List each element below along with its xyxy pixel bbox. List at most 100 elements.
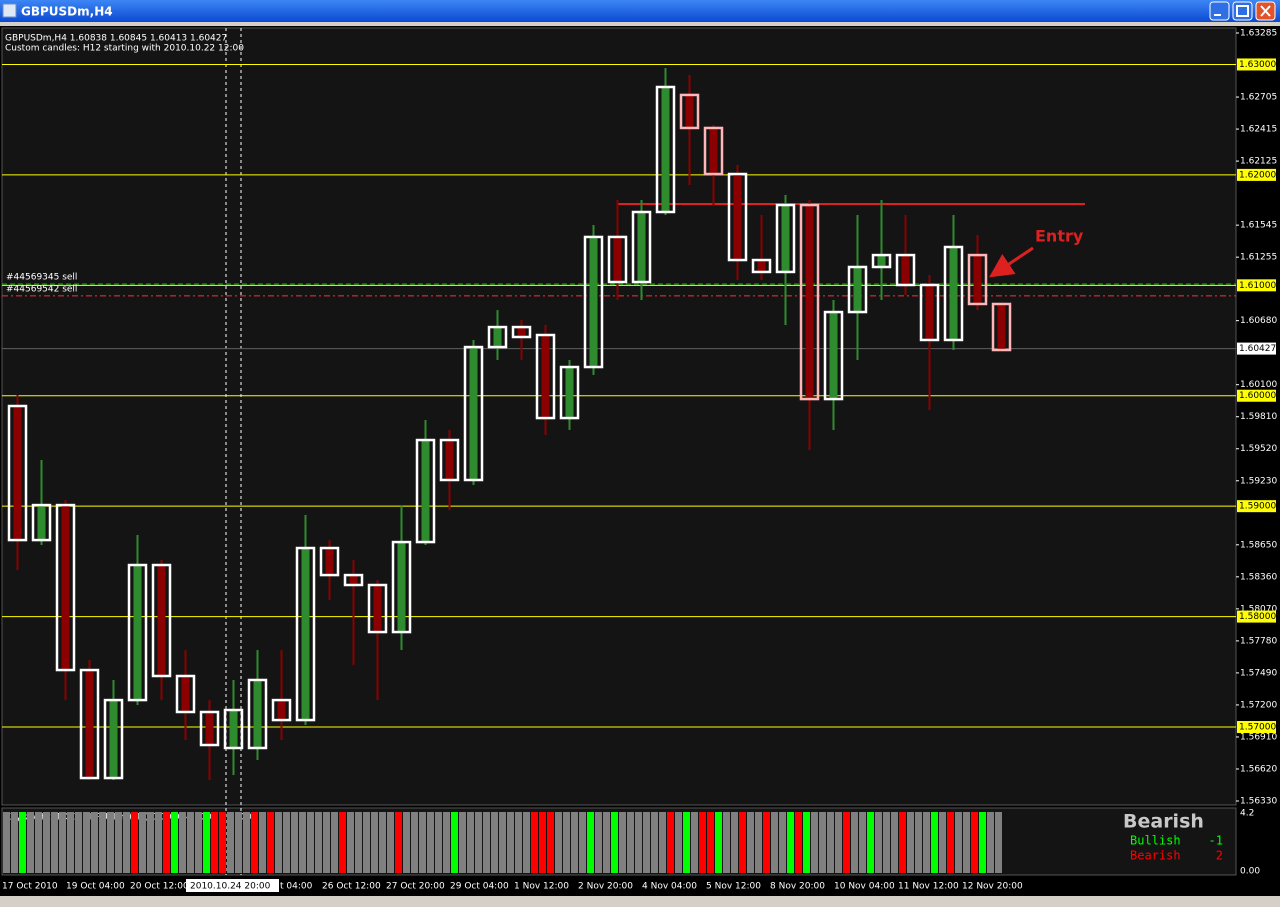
annotation-arrow — [989, 246, 1034, 278]
indicator-bar — [395, 812, 402, 873]
candle-outline — [631, 210, 652, 284]
indicator-bar — [835, 812, 842, 873]
candle-outline — [199, 710, 220, 747]
candle-body — [469, 347, 478, 480]
indicator-bar — [83, 812, 90, 873]
y-tick-label: 1.59520 — [1240, 444, 1277, 454]
candle-outline — [31, 503, 52, 542]
candle-body — [37, 505, 46, 541]
candle-body — [181, 675, 190, 712]
indicator-bar — [755, 812, 762, 873]
candle-outline — [7, 404, 28, 542]
indicator-bar — [923, 812, 930, 873]
indicator-bar — [715, 812, 722, 873]
minimize-button[interactable] — [1209, 1, 1230, 21]
candle-body — [421, 440, 430, 543]
candle-outline — [679, 93, 700, 130]
indicator-bar — [427, 812, 434, 873]
indicator-bar — [627, 812, 634, 873]
window-buttons[interactable] — [1209, 1, 1276, 21]
chart-title: GBPUSDm,H4 1.60838 1.60845 1.60413 1.604… — [5, 34, 227, 44]
candle-outline — [751, 258, 772, 274]
indicator-bar — [707, 812, 714, 873]
y-tick-label: 1.58070 — [1240, 604, 1277, 614]
indicator-bar — [115, 812, 122, 873]
candle-outline — [175, 674, 196, 714]
indicator-bar — [611, 812, 618, 873]
candle-body — [541, 335, 550, 419]
y-tick-label: 1.57780 — [1240, 636, 1277, 646]
indicator-bar — [747, 812, 754, 873]
annotation: Entry — [1035, 227, 1084, 246]
indicator-bar — [867, 812, 874, 873]
indicator-bar — [955, 812, 962, 873]
indicator-bar — [819, 812, 826, 873]
indicator-top-label: 4.2 — [1240, 809, 1254, 819]
indicator-bar — [315, 812, 322, 873]
candle-body — [13, 406, 22, 541]
indicator-bar — [771, 812, 778, 873]
indicator-bar — [939, 812, 946, 873]
x-tick-label: 5 Nov 12:00 — [706, 882, 761, 892]
level-label-box — [1237, 500, 1276, 513]
indicator-bar — [571, 812, 578, 873]
indicator-bar — [491, 812, 498, 873]
indicator-bar — [123, 812, 130, 873]
indicator-bar — [595, 812, 602, 873]
x-tick-label: 2 Nov 20:00 — [578, 882, 633, 892]
candle-body — [613, 236, 622, 283]
indicator-bar — [483, 812, 490, 873]
legend-value: 2 — [1216, 849, 1223, 863]
status-strip — [0, 896, 1280, 907]
candle-outline — [727, 172, 748, 262]
legend-value: -1 — [1209, 834, 1223, 848]
indicator-bar — [371, 812, 378, 873]
x-tick-label: t 04:00 — [280, 882, 313, 892]
y-tick-label: 1.57490 — [1240, 668, 1277, 678]
maximize-icon — [1236, 5, 1249, 17]
maximize-button[interactable] — [1232, 1, 1253, 21]
candle-body — [637, 211, 646, 283]
indicator-bar — [339, 812, 346, 873]
indicator-bar — [643, 812, 650, 873]
plot-area — [1, 27, 1237, 806]
candle-body — [901, 255, 910, 285]
y-tick-label: 1.56330 — [1240, 797, 1277, 807]
x-label-highlight — [186, 879, 279, 892]
level-label: 1.58000 — [1239, 612, 1276, 622]
indicator-bar — [603, 812, 610, 873]
y-tick-label: 1.62705 — [1240, 93, 1277, 103]
indicator-bar — [579, 812, 586, 873]
candle-outline — [775, 203, 796, 274]
indicator-bar — [27, 812, 34, 873]
indicator-bar — [587, 812, 594, 873]
level-label: 1.63000 — [1239, 60, 1276, 70]
indicator-bar — [803, 812, 810, 873]
candle-outline — [343, 573, 364, 587]
indicator-bar — [987, 812, 994, 873]
candle-outline — [271, 698, 292, 722]
x-tick-label: 12 Nov 20:00 — [962, 882, 1023, 892]
indicator-bar — [683, 812, 690, 873]
indicator-bar — [515, 812, 522, 873]
candle-outline — [127, 563, 148, 702]
indicator-bar — [195, 812, 202, 873]
indicator-bar — [947, 812, 954, 873]
indicator-bar — [475, 812, 482, 873]
indicator-bar — [387, 812, 394, 873]
indicator-bar — [931, 812, 938, 873]
close-icon — [1260, 5, 1271, 17]
current-price-label: 1.60427 — [1239, 344, 1276, 354]
candle-body — [805, 205, 814, 400]
indicator-bar — [259, 812, 266, 873]
indicator-bar — [811, 812, 818, 873]
indicator-bar — [907, 812, 914, 873]
x-tick-label: 11 Nov 12:00 — [898, 882, 959, 892]
indicator-bar — [523, 812, 530, 873]
y-tick-label: 1.58360 — [1240, 572, 1277, 582]
indicator-bar — [75, 812, 82, 873]
y-tick-label: 1.56910 — [1240, 732, 1277, 742]
level-label-box — [1237, 279, 1276, 292]
candle-outline — [583, 235, 604, 369]
